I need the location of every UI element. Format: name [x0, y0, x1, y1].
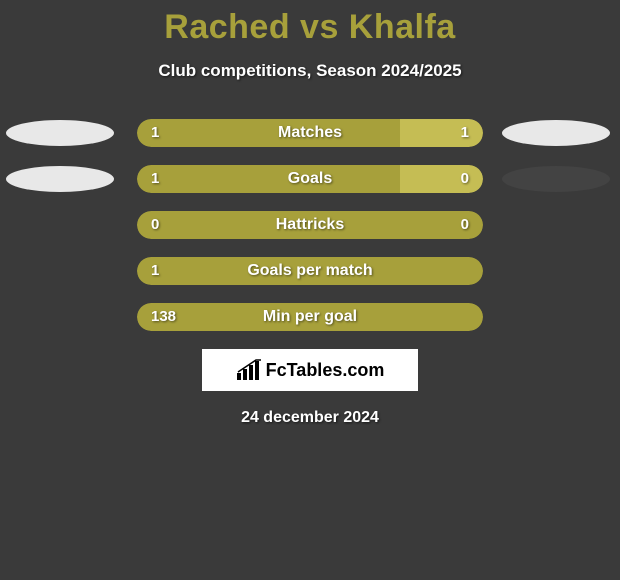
stat-value-left: 1: [151, 257, 159, 285]
footer-logo: FcTables.com: [202, 349, 418, 391]
bar-track: Matches1 1: [137, 119, 483, 147]
stat-row: Goals per match1: [0, 257, 620, 285]
date-line: 24 december 2024: [0, 409, 620, 427]
stat-label: Goals: [137, 165, 483, 193]
stat-row: Matches1 1: [0, 119, 620, 147]
chart-container: Rached vs Khalfa Club competitions, Seas…: [0, 0, 620, 427]
stat-label: Hattricks: [137, 211, 483, 239]
stat-value-left: 0: [151, 211, 159, 239]
stat-value-left: 1: [151, 165, 159, 193]
stat-row: Min per goal138: [0, 303, 620, 331]
stat-row: Goals1 0: [0, 165, 620, 193]
bar-track: Min per goal138: [137, 303, 483, 331]
ellipse-right: [502, 120, 610, 146]
logo-inner: FcTables.com: [236, 359, 385, 381]
bar-track: Goals per match1: [137, 257, 483, 285]
stats-area: Matches11Goals10Hattricks00Goals per mat…: [0, 119, 620, 331]
stat-label: Min per goal: [137, 303, 483, 331]
logo-text: FcTables.com: [266, 360, 385, 381]
stat-label: Matches: [137, 119, 483, 147]
page-title: Rached vs Khalfa: [0, 8, 620, 47]
ellipse-right: [502, 166, 610, 192]
bar-track: Goals1 0: [137, 165, 483, 193]
subtitle: Club competitions, Season 2024/2025: [0, 61, 620, 81]
stat-value-left: 138: [151, 303, 176, 331]
stat-value-right: 1: [461, 119, 469, 147]
stat-value-left: 1: [151, 119, 159, 147]
ellipse-left: [6, 120, 114, 146]
stat-row: Hattricks0 0: [0, 211, 620, 239]
ellipse-left: [6, 166, 114, 192]
bar-track: Hattricks0 0: [137, 211, 483, 239]
stat-value-right: 0: [461, 165, 469, 193]
chart-bars-icon: [236, 359, 262, 381]
stat-value-right: 0: [461, 211, 469, 239]
stat-label: Goals per match: [137, 257, 483, 285]
